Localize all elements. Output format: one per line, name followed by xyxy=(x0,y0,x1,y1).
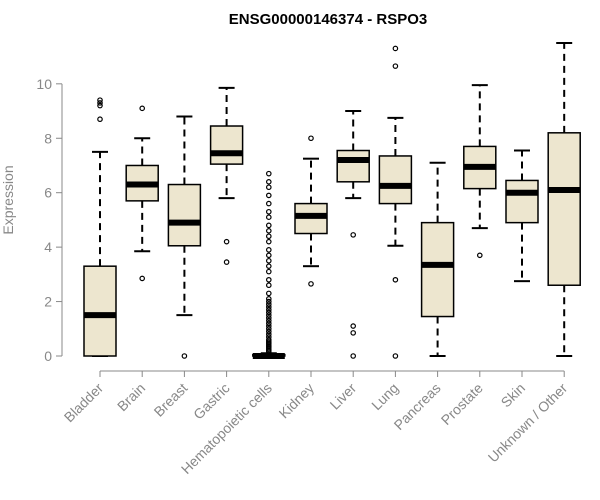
x-tick-label: Unknown / Other xyxy=(485,380,571,466)
chart-title: ENSG00000146374 - RSPO3 xyxy=(229,11,427,28)
outlier-point xyxy=(308,281,314,287)
outlier-point xyxy=(265,312,272,318)
box-iqr xyxy=(336,149,370,183)
box-group xyxy=(547,42,581,357)
outlier-point xyxy=(265,179,272,185)
outlier-point xyxy=(265,184,272,191)
outlier-point xyxy=(97,97,103,103)
outlier-point xyxy=(265,336,272,343)
outlier-point xyxy=(350,232,357,238)
box-iqr xyxy=(83,265,117,357)
outlier-point xyxy=(265,290,272,297)
box-group xyxy=(505,149,539,283)
x-tick-label: Brain xyxy=(114,380,148,414)
outlier-point xyxy=(265,252,272,259)
x-tick-label: Bladder xyxy=(61,380,107,426)
box-iqr xyxy=(420,221,455,318)
y-tick-label: 8 xyxy=(44,130,52,146)
outlier-point xyxy=(265,282,272,289)
box-iqr xyxy=(547,132,581,286)
outlier-point xyxy=(265,323,272,329)
box-group xyxy=(294,135,328,287)
box-group xyxy=(463,84,497,259)
x-tick-label: Skin xyxy=(498,380,529,411)
box-group xyxy=(83,97,117,357)
outlier-point xyxy=(476,252,483,259)
x-tick-label: Lung xyxy=(368,380,401,413)
outlier-point xyxy=(265,200,272,207)
outlier-point xyxy=(265,315,272,321)
y-axis-label: Expression xyxy=(0,165,16,234)
y-tick-label: 2 xyxy=(44,294,52,310)
outlier-point xyxy=(265,328,272,335)
outlier-point xyxy=(392,45,399,52)
outlier-point xyxy=(265,238,272,245)
outlier-point xyxy=(265,276,272,283)
outlier-point xyxy=(308,135,314,142)
outlier-point xyxy=(97,116,103,123)
outlier-point xyxy=(392,276,399,283)
outlier-point xyxy=(350,330,357,336)
outlier-point xyxy=(139,275,146,282)
x-tick-label: Pancreas xyxy=(391,380,444,433)
box-group xyxy=(125,105,159,282)
y-tick-label: 10 xyxy=(36,76,52,92)
box-group xyxy=(378,45,413,359)
outlier-point xyxy=(265,306,272,313)
box-group xyxy=(209,86,244,265)
y-tick-label: 6 xyxy=(44,185,52,201)
box-iqr xyxy=(378,155,413,205)
outlier-point xyxy=(265,228,272,234)
outlier-point xyxy=(265,233,272,240)
outlier-point xyxy=(265,334,272,340)
box-group xyxy=(252,170,286,359)
outlier-point xyxy=(350,353,357,359)
y-tick-label: 4 xyxy=(44,239,52,255)
outlier-point xyxy=(265,296,272,302)
outlier-point xyxy=(265,208,272,215)
outlier-point xyxy=(97,102,103,109)
outlier-point xyxy=(265,263,272,269)
outlier-point xyxy=(265,325,272,332)
outlier-point xyxy=(223,259,230,265)
outlier-point xyxy=(265,331,272,338)
x-tick-label: Kidney xyxy=(276,380,318,422)
box-iqr xyxy=(505,179,539,224)
box-group xyxy=(336,110,370,359)
outlier-point xyxy=(265,317,272,324)
outlier-point xyxy=(265,192,272,199)
outlier-point xyxy=(265,247,272,253)
x-tick-label: Liver xyxy=(327,380,360,413)
outlier-point xyxy=(139,105,146,112)
outlier-point xyxy=(223,238,230,245)
outlier-point xyxy=(265,298,272,305)
box-iqr xyxy=(209,125,244,165)
y-tick-label: 0 xyxy=(44,348,52,364)
outlier-point xyxy=(265,170,272,177)
outlier-point xyxy=(265,257,272,264)
boxes-group xyxy=(83,42,581,359)
y-axis: 0 2 4 6 8 10 xyxy=(36,76,63,364)
outlier-point xyxy=(265,214,272,220)
outlier-point xyxy=(265,304,272,310)
outlier-point xyxy=(265,268,272,275)
box-iqr xyxy=(167,183,202,247)
box-group xyxy=(420,161,455,357)
box-group xyxy=(167,115,202,359)
outlier-point xyxy=(392,353,399,359)
outlier-point xyxy=(265,309,272,316)
outlier-point xyxy=(265,301,272,308)
x-tick-label: Breast xyxy=(151,380,191,420)
outlier-point xyxy=(181,353,188,359)
outlier-point xyxy=(265,222,272,229)
outlier-point xyxy=(265,320,272,327)
outlier-point xyxy=(97,100,103,106)
outlier-point xyxy=(350,323,357,329)
outlier-point xyxy=(392,63,399,69)
x-tick-label: Prostate xyxy=(438,380,486,428)
